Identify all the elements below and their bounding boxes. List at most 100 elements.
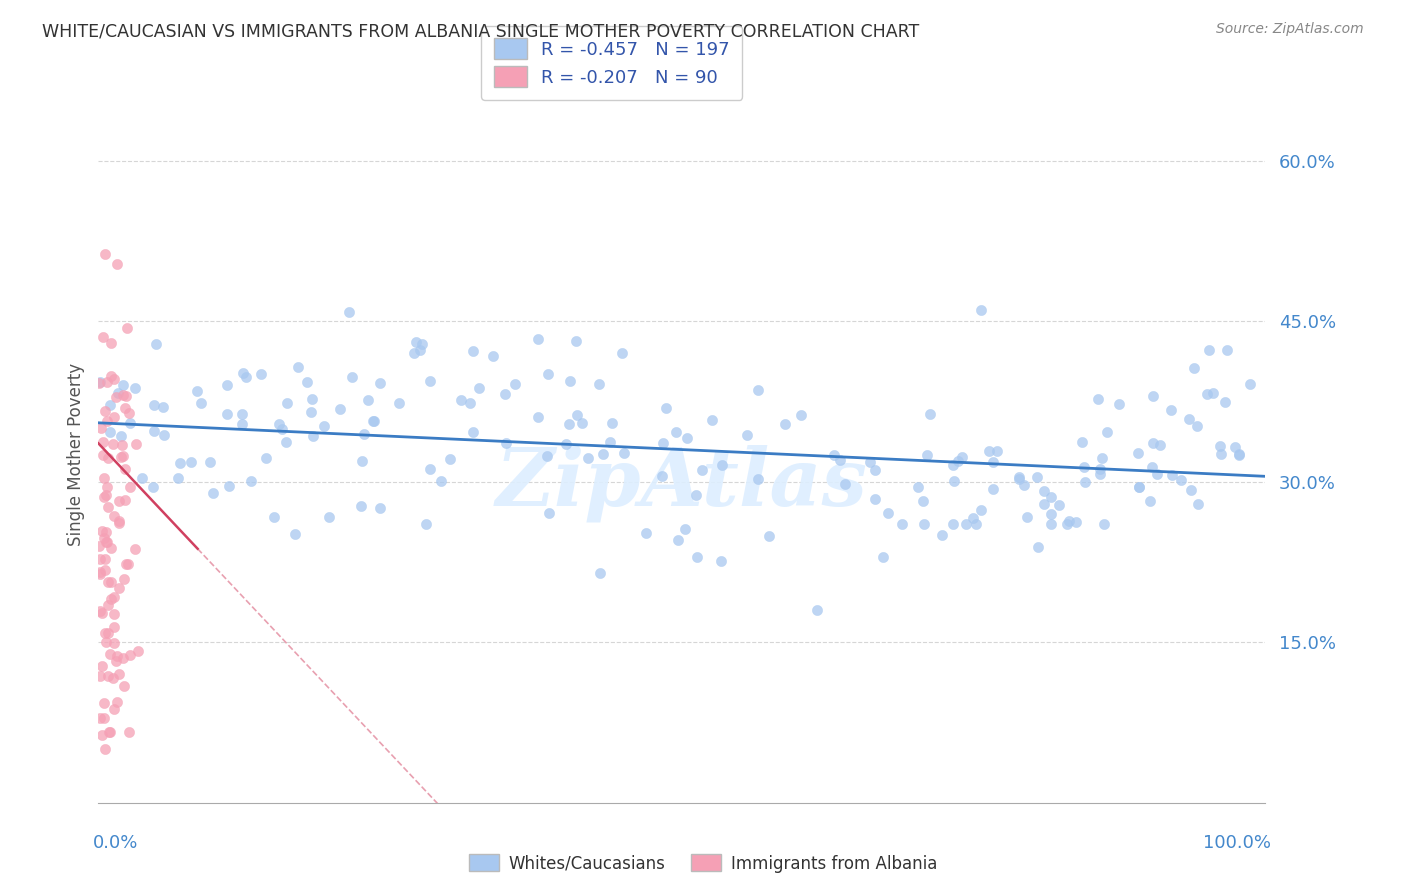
Point bbox=[527, 332, 550, 346]
Point bbox=[190, 396, 212, 410]
Point bbox=[180, 455, 202, 469]
Point bbox=[408, 343, 430, 357]
Point bbox=[142, 398, 165, 412]
Point bbox=[981, 455, 1004, 469]
Point bbox=[97, 450, 120, 465]
Point bbox=[284, 527, 307, 541]
Point bbox=[1198, 343, 1220, 357]
Point bbox=[117, 557, 139, 571]
Point bbox=[167, 471, 190, 485]
Point bbox=[361, 414, 384, 428]
Point bbox=[942, 517, 965, 532]
Point bbox=[89, 604, 111, 618]
Point bbox=[1108, 397, 1130, 411]
Point bbox=[103, 671, 125, 685]
Point bbox=[676, 431, 699, 445]
Point bbox=[806, 603, 828, 617]
Point bbox=[872, 550, 894, 565]
Point bbox=[1008, 473, 1031, 487]
Point bbox=[357, 392, 380, 407]
Point bbox=[1073, 459, 1095, 474]
Point bbox=[917, 448, 939, 462]
Point bbox=[91, 449, 114, 463]
Point bbox=[1087, 392, 1109, 406]
Point bbox=[636, 525, 658, 540]
Point bbox=[120, 648, 142, 662]
Point bbox=[946, 454, 969, 468]
Point bbox=[94, 635, 117, 649]
Point bbox=[90, 658, 112, 673]
Point bbox=[94, 742, 117, 756]
Point bbox=[685, 488, 707, 502]
Point bbox=[1197, 387, 1219, 401]
Point bbox=[117, 321, 139, 335]
Point bbox=[249, 368, 271, 382]
Point bbox=[218, 479, 240, 493]
Point bbox=[98, 425, 121, 439]
Point bbox=[340, 370, 363, 384]
Point bbox=[912, 517, 935, 532]
Point bbox=[1170, 473, 1192, 487]
Point bbox=[823, 449, 845, 463]
Point bbox=[950, 450, 973, 464]
Point bbox=[891, 517, 914, 532]
Point bbox=[942, 458, 965, 473]
Point bbox=[565, 334, 588, 348]
Point bbox=[986, 444, 1008, 458]
Point bbox=[1142, 435, 1164, 450]
Point bbox=[907, 480, 929, 494]
Point bbox=[710, 554, 733, 568]
Point bbox=[93, 435, 115, 450]
Point bbox=[411, 337, 433, 351]
Point bbox=[571, 416, 593, 430]
Point bbox=[955, 516, 977, 531]
Point bbox=[1180, 483, 1202, 497]
Point bbox=[100, 725, 122, 739]
Point bbox=[115, 558, 138, 572]
Point bbox=[1209, 439, 1232, 453]
Point bbox=[105, 654, 128, 668]
Point bbox=[97, 598, 120, 612]
Point bbox=[747, 472, 769, 486]
Point bbox=[558, 417, 581, 432]
Point bbox=[368, 501, 391, 516]
Point bbox=[1142, 389, 1164, 403]
Point bbox=[350, 454, 373, 468]
Point bbox=[105, 390, 128, 404]
Text: WHITE/CAUCASIAN VS IMMIGRANTS FROM ALBANIA SINGLE MOTHER POVERTY CORRELATION CHA: WHITE/CAUCASIAN VS IMMIGRANTS FROM ALBAN… bbox=[42, 22, 920, 40]
Point bbox=[215, 377, 238, 392]
Point bbox=[96, 535, 118, 549]
Point bbox=[231, 417, 253, 431]
Point bbox=[295, 375, 318, 389]
Legend: R = -0.457   N = 197, R = -0.207   N = 90: R = -0.457 N = 197, R = -0.207 N = 90 bbox=[481, 26, 742, 100]
Point bbox=[1026, 540, 1049, 554]
Point bbox=[1146, 467, 1168, 482]
Point bbox=[686, 549, 709, 564]
Point bbox=[536, 449, 558, 463]
Y-axis label: Single Mother Poverty: Single Mother Poverty bbox=[66, 363, 84, 547]
Point bbox=[613, 446, 636, 460]
Point bbox=[461, 425, 484, 440]
Point bbox=[108, 582, 131, 596]
Point bbox=[100, 369, 122, 384]
Point bbox=[612, 346, 634, 360]
Point bbox=[668, 533, 690, 548]
Point bbox=[100, 591, 122, 606]
Point bbox=[1056, 517, 1078, 532]
Point bbox=[299, 405, 322, 419]
Point bbox=[1202, 385, 1225, 400]
Point bbox=[100, 541, 122, 555]
Legend: Whites/Caucasians, Immigrants from Albania: Whites/Caucasians, Immigrants from Alban… bbox=[463, 847, 943, 880]
Point bbox=[538, 506, 561, 520]
Point bbox=[115, 388, 138, 402]
Point bbox=[231, 407, 253, 421]
Point bbox=[301, 392, 323, 407]
Point bbox=[1182, 361, 1205, 376]
Point bbox=[276, 435, 298, 450]
Point bbox=[103, 607, 125, 621]
Point bbox=[112, 388, 135, 402]
Point bbox=[450, 392, 472, 407]
Point bbox=[1007, 470, 1029, 484]
Point bbox=[100, 575, 122, 590]
Point bbox=[1066, 515, 1088, 529]
